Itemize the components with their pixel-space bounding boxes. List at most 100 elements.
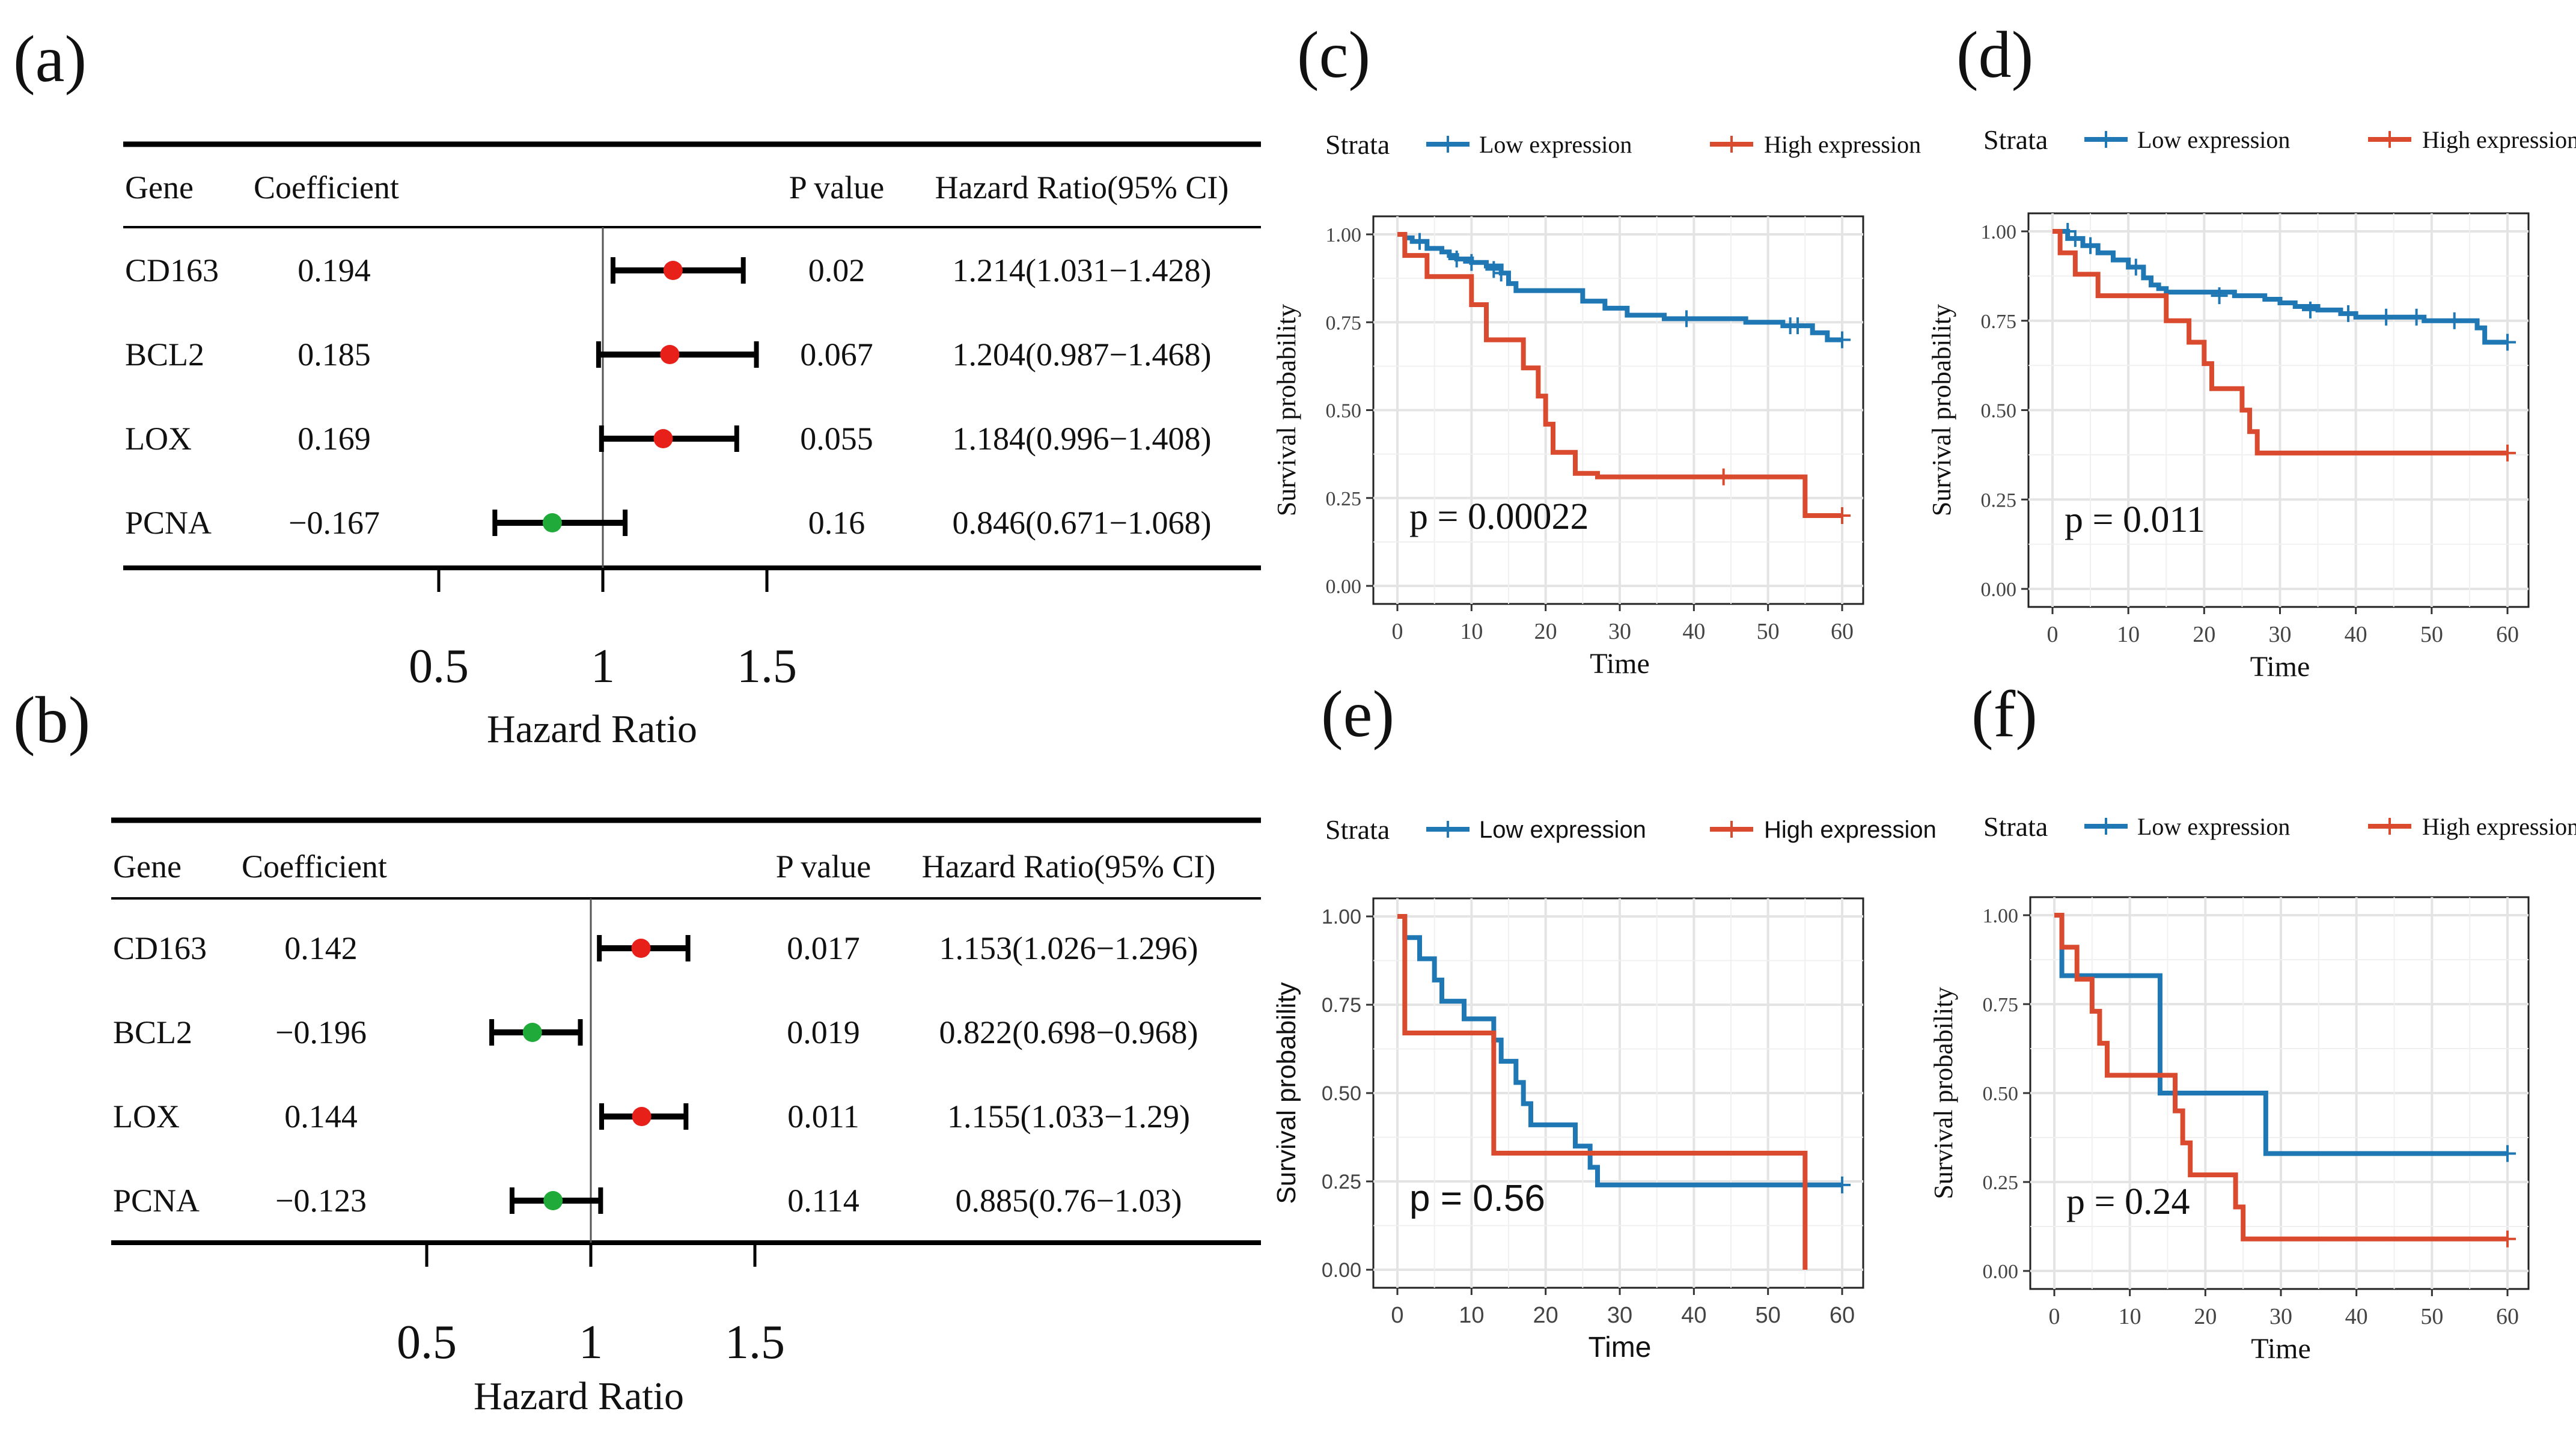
legend-title: Strata — [1983, 811, 2048, 842]
y-tick-label: 0.00 — [1983, 1261, 2019, 1283]
y-tick-label: 0.75 — [1322, 994, 1361, 1017]
censor-mark — [1492, 264, 1510, 282]
y-tick-label: 0.25 — [1981, 489, 2017, 511]
gene-label: LOX — [113, 1098, 180, 1135]
legend-title: Strata — [1983, 124, 2048, 155]
y-tick-label: 0.50 — [1326, 400, 1362, 422]
header-gene: Gene — [125, 169, 194, 206]
x-tick-label: 50 — [1757, 619, 1780, 644]
legend-title: Strata — [1325, 129, 1390, 160]
legend-label-low: Low expression — [2137, 813, 2290, 840]
km-plot: Strata Low expression High expression 0.00 0… — [1272, 129, 1921, 680]
hr-point — [543, 1191, 563, 1210]
axis-tick-label: 1 — [579, 1316, 603, 1369]
censor-mark — [1463, 254, 1480, 271]
panel-label: (c) — [1297, 18, 1370, 91]
axis-tick-label: 0.5 — [409, 640, 469, 693]
y-tick-label: 0.25 — [1326, 488, 1362, 510]
censor-mark — [2499, 444, 2516, 462]
hr-point — [653, 429, 673, 448]
y-tick-label: 0.50 — [1983, 1083, 2019, 1105]
header-hazard-ratio: Hazard Ratio(95% CI) — [922, 848, 1216, 885]
x-tick-label: 50 — [2420, 1304, 2443, 1329]
x-axis-title: Time — [2250, 651, 2310, 683]
y-tick-label: 1.00 — [1322, 906, 1361, 928]
legend-title: Strata — [1325, 814, 1390, 845]
pvalue-value: 0.114 — [787, 1183, 859, 1219]
pvalue-value: 0.02 — [808, 252, 865, 288]
y-tick-label: 0.75 — [1983, 994, 2019, 1016]
hr-point — [663, 261, 683, 280]
p-value-annotation: p = 0.56 — [1409, 1178, 1545, 1219]
header-hazard-ratio: Hazard Ratio(95% CI) — [935, 169, 1229, 206]
pvalue-value: 0.019 — [787, 1014, 860, 1050]
censor-mark — [2446, 312, 2463, 329]
censor-mark — [2127, 258, 2144, 276]
x-tick-label: 30 — [1607, 1303, 1632, 1328]
km-curve-high — [2054, 913, 2507, 1241]
forest-plot: Gene Coefficient P value Hazard Ratio(95% C… — [123, 141, 1261, 751]
legend-label-low: Low expression — [1479, 131, 1632, 158]
x-tick-label: 30 — [2269, 622, 2292, 647]
p-value-annotation: p = 0.00022 — [1409, 496, 1589, 537]
y-axis-title: Survival probability — [1927, 304, 1956, 516]
panel-label: (d) — [1956, 18, 2033, 91]
censor-mark — [2301, 301, 2319, 318]
panel-label: (f) — [1971, 677, 2037, 751]
x-tick-label: 60 — [1831, 619, 1854, 644]
km-curve-high — [2053, 229, 2507, 455]
pvalue-value: 0.011 — [787, 1098, 859, 1135]
x-tick-label: 40 — [1681, 1303, 1706, 1328]
hr-point — [542, 513, 562, 532]
header-pvalue: P value — [789, 169, 884, 206]
hr-ci-value: 1.214(1.031−1.428) — [953, 252, 1212, 288]
censor-mark — [2378, 308, 2395, 326]
y-tick-label: 1.00 — [1326, 224, 1362, 246]
gene-label: CD163 — [113, 930, 207, 966]
x-axis-title: Time — [1589, 1332, 1652, 1363]
y-tick-label: 0.75 — [1981, 311, 2017, 333]
km-curve-low — [1397, 232, 1842, 343]
censor-mark — [1411, 233, 1428, 250]
panel-label: (b) — [13, 683, 90, 757]
hr-ci-value: 1.184(0.996−1.408) — [953, 421, 1212, 457]
censor-mark — [1834, 507, 1851, 524]
y-axis-title: Survival probability — [1272, 304, 1301, 516]
censor-mark — [2499, 334, 2516, 351]
axis-title: Hazard Ratio — [474, 1374, 684, 1418]
x-tick-label: 0 — [2047, 622, 2059, 647]
censor-mark — [2408, 308, 2425, 326]
km-plot: Strata Low expression High expression 0.00 0… — [1929, 811, 2576, 1365]
gene-label: PCNA — [113, 1183, 200, 1219]
censor-mark — [2340, 305, 2357, 322]
km-plot: Strata Low expression High expression 0.00 0… — [1272, 814, 1937, 1363]
censor-mark — [1715, 468, 1732, 486]
pvalue-value: 0.067 — [800, 337, 873, 373]
km-curve-high — [1397, 232, 1842, 518]
x-axis-title: Time — [1590, 648, 1650, 680]
panel-label: (e) — [1321, 677, 1394, 751]
panel-label: (a) — [13, 22, 87, 96]
x-tick-label: 10 — [2117, 622, 2140, 647]
y-tick-label: 0.50 — [1322, 1082, 1361, 1105]
pvalue-value: 0.16 — [808, 505, 865, 541]
x-tick-label: 0 — [2049, 1304, 2060, 1329]
censor-mark — [2066, 230, 2084, 247]
hr-ci-value: 1.155(1.033−1.29) — [947, 1098, 1190, 1135]
coefficient-value: 0.142 — [284, 930, 358, 966]
y-tick-label: 0.75 — [1326, 312, 1362, 334]
coefficient-value: 0.144 — [284, 1098, 358, 1135]
pvalue-value: 0.055 — [800, 421, 873, 457]
hr-ci-value: 0.885(0.76−1.03) — [956, 1183, 1182, 1219]
y-tick-label: 0.00 — [1326, 576, 1362, 598]
p-value-annotation: p = 0.24 — [2066, 1181, 2190, 1222]
header-coefficient: Coefficient — [242, 848, 387, 885]
censor-mark — [1834, 331, 1851, 349]
coefficient-value: −0.167 — [288, 505, 380, 541]
y-tick-label: 0.25 — [1983, 1172, 2019, 1194]
legend-label-high: High expression — [2422, 126, 2576, 153]
censor-mark — [1448, 250, 1465, 267]
x-tick-label: 20 — [2194, 1304, 2217, 1329]
censor-mark — [2499, 1230, 2516, 1248]
x-tick-label: 30 — [2269, 1304, 2292, 1329]
